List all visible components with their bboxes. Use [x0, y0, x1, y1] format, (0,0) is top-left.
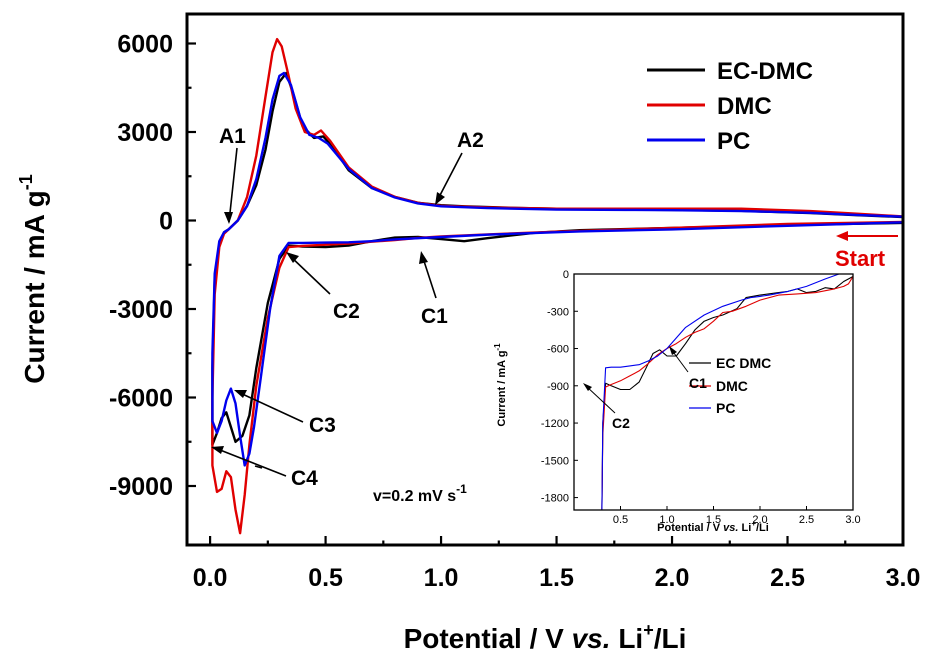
main-x-tick-label: 2.0 [655, 564, 690, 592]
main-x-tick-label: 3.0 [886, 564, 921, 592]
annotation-c4: C4 [291, 467, 318, 490]
main-x-tick-label: 0.5 [308, 564, 343, 592]
main-y-tick-label: -3000 [109, 296, 173, 324]
y-axis-title: Current / mA g-1 [16, 174, 50, 383]
start-marker: Start [835, 231, 898, 271]
inset-background [574, 274, 853, 510]
main-x-tick-label: 1.0 [424, 564, 459, 592]
inset-legend-label-dmc: DMC [716, 378, 748, 394]
inset-ticks [574, 273, 854, 510]
x-axis-title-part-5: /Li [654, 623, 687, 654]
main-y-tick-label: -6000 [109, 385, 173, 413]
main-y-tick-label: 3000 [117, 119, 173, 147]
inset-x-title-vs: vs. [723, 522, 738, 534]
inset-x-tick-label: 0.5 [613, 514, 628, 526]
legend-label-ec-dmc: EC-DMC [717, 58, 813, 85]
x-axis-title-part-1: Potential / V [404, 623, 572, 654]
main-legend: EC-DMC DMC PC [647, 58, 813, 155]
inset-series-line-dmc [601, 276, 854, 511]
inset-legend-label-pc: PC [716, 400, 735, 416]
inset-series-line-ec-dmc [601, 276, 854, 511]
annotation-c2: C2 [333, 300, 360, 323]
inset-x-tick-label: 1.5 [706, 514, 721, 526]
inset-x-tick-label: 2.5 [799, 514, 814, 526]
arrow-a1 [228, 147, 238, 223]
inset-x-tick-label: 3.0 [845, 514, 860, 526]
arrowhead-c1 [419, 251, 428, 264]
inset-y-tick-label: -1800 [541, 493, 569, 505]
main-curves [211, 37, 904, 535]
main-y-tick-label: 0 [159, 208, 173, 236]
inset-tick-labels: 0.5 1.0 1.5 2.0 2.5 3.0 0 -300 -600 -900 -1200 -150… [541, 269, 861, 526]
main-annotations: A1 A2 C1 C2 C3 C4 [211, 125, 484, 490]
main-plot-frame [185, 12, 905, 547]
main-x-tick-label: 0.0 [193, 564, 228, 592]
inset-arrowhead-c2 [583, 383, 592, 391]
inset-x-tick-label: 2.0 [752, 514, 767, 526]
arrow-c2 [288, 254, 331, 295]
inset-y-tick-label: -1500 [541, 455, 569, 467]
inset-annotation-c2: C2 [612, 415, 630, 431]
inset-y-title-sup: -1 [493, 343, 502, 351]
inset-curves [601, 273, 854, 511]
inset-y-tick-label: -600 [547, 344, 569, 356]
main-y-tick-label: 6000 [117, 31, 173, 59]
arrowhead-c3 [234, 390, 247, 398]
inset-y-axis-title: Current / mA g-1 [493, 343, 508, 427]
y-axis-title-main: Current / mA g [19, 190, 50, 383]
inset-legend: EC DMC DMC PC [689, 355, 771, 416]
start-label: Start [835, 246, 886, 271]
inset-x-title-part-1: Potential / V [657, 522, 723, 534]
inset-y-tick-label: -300 [547, 306, 569, 318]
inset-y-tick-label: -900 [547, 381, 569, 393]
main-series-line-pc [211, 71, 904, 467]
inset-annotation-c1: C1 [689, 375, 707, 391]
arrowhead-a2 [435, 192, 445, 205]
inset-y-tick-label: -1200 [541, 418, 569, 430]
main-tick-labels: 0.0 0.5 1.0 1.5 2.0 2.5 3.0600030000-3000-6000… [109, 31, 920, 593]
main-x-tick-label: 2.5 [770, 564, 805, 592]
arrow-c4 [214, 447, 287, 477]
x-axis-title: Potential / V vs. Li+/Li [404, 620, 687, 654]
arrowhead-c4 [211, 446, 224, 454]
inset-legend-label-ec-dmc: EC DMC [716, 355, 771, 371]
inset-plot: 0.5 1.0 1.5 2.0 2.5 3.0 0 -300 -600 -900 -1200 -150… [493, 269, 861, 534]
inset-series-line-pc [601, 273, 840, 511]
inset-y-title-main: Current / mA g [496, 351, 508, 427]
legend-label-pc: PC [717, 128, 750, 155]
inset-annotations: C1 C2 [583, 346, 707, 431]
x-axis-title-part-3: Li [611, 623, 644, 654]
inset-x-title-sup: + [751, 519, 756, 528]
scan-rate-sup: -1 [456, 482, 467, 496]
inset-x-axis-title: Potential / V vs. Li+/Li [657, 519, 769, 534]
scan-rate-main: v=0.2 mV s [373, 488, 456, 505]
x-axis-title-vs: vs. [572, 623, 611, 654]
inset-arrowhead-c1 [669, 346, 677, 355]
x-axis-title-sup: + [643, 620, 654, 640]
inset-y-tick-label: 0 [563, 269, 569, 281]
main-y-tick-label: -9000 [109, 473, 173, 501]
arrow-c3 [237, 391, 304, 423]
main-ticks [187, 42, 905, 545]
start-arrowhead [836, 231, 848, 241]
arrow-c4-secondary [254, 465, 263, 469]
inset-x-title-part-5: /Li [756, 522, 769, 534]
annotation-a2: A2 [457, 129, 484, 152]
legend-label-dmc: DMC [717, 93, 772, 120]
annotation-a1: A1 [219, 125, 246, 148]
y-axis-title-sup: -1 [16, 174, 36, 190]
arrow-a2 [436, 152, 463, 202]
arrowhead-a1 [224, 212, 233, 224]
arrowhead-c2 [286, 252, 299, 263]
main-plot: 0.0 0.5 1.0 1.5 2.0 2.5 3.0600030000-3000-6000… [16, 12, 920, 654]
main-x-tick-label: 1.5 [539, 564, 574, 592]
inset-x-title-part-3: Li [738, 522, 751, 534]
annotation-c1: C1 [421, 305, 448, 328]
annotation-c3: C3 [309, 414, 336, 437]
scan-rate-label: v=0.2 mV s-1 [373, 482, 467, 505]
inset-arrow-c2 [585, 385, 616, 414]
inset-x-tick-label: 1.0 [659, 514, 674, 526]
